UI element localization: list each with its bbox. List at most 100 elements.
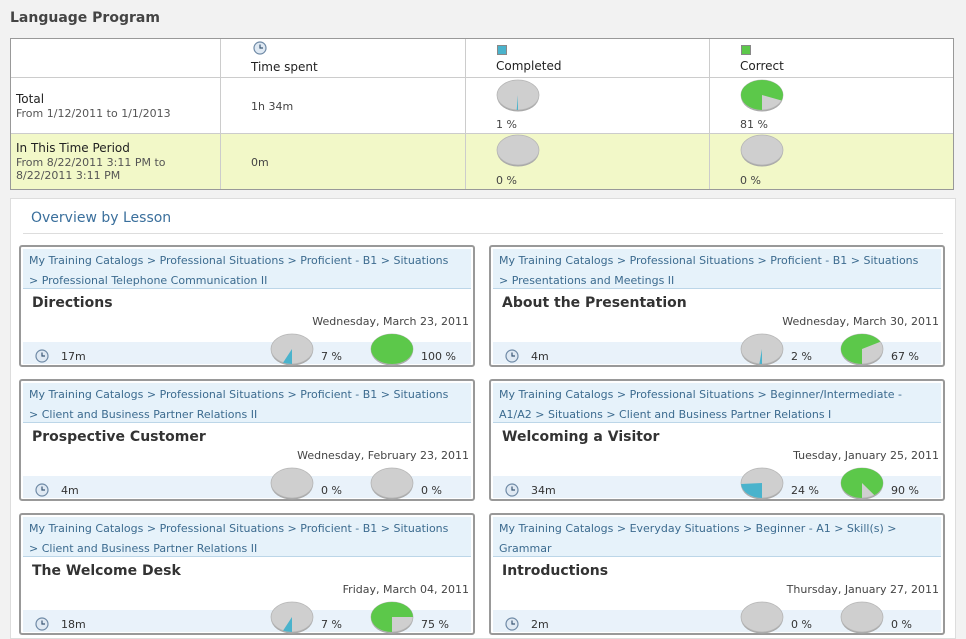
time-spent-header: Time spent <box>251 60 318 74</box>
overview-title: Overview by Lesson <box>31 210 172 226</box>
correct-header: Correct <box>740 59 784 73</box>
correct-pie <box>840 333 884 366</box>
completed-header: Completed <box>496 59 562 73</box>
breadcrumb-link[interactable]: My Training Catalogs > Professional Situ… <box>29 254 449 267</box>
lesson-date: Thursday, January 27, 2011 <box>786 583 939 596</box>
pie-slice <box>741 80 783 110</box>
correct-pie <box>370 333 414 366</box>
breadcrumb-link[interactable]: My Training Catalogs > Professional Situ… <box>499 254 919 267</box>
clock-icon <box>505 483 519 497</box>
breadcrumb-link[interactable]: > Professional Telephone Communication I… <box>29 274 268 287</box>
clock-icon <box>253 41 267 55</box>
breadcrumb: My Training Catalogs > Professional Situ… <box>23 249 471 289</box>
lesson-title[interactable]: Directions <box>32 295 113 311</box>
green-square-icon <box>741 45 751 55</box>
completed-pct: 7 % <box>321 350 342 363</box>
lesson-title[interactable]: The Welcome Desk <box>32 563 181 579</box>
stats-bar <box>493 610 941 632</box>
pie-slice <box>516 95 518 110</box>
total-label: Total <box>16 92 45 106</box>
lesson-card[interactable]: My Training Catalogs > Professional Situ… <box>489 245 945 367</box>
total-completed-pct: 1 % <box>496 118 517 131</box>
breadcrumb-link[interactable]: My Training Catalogs > Everyday Situatio… <box>499 522 897 535</box>
lesson-card[interactable]: My Training Catalogs > Professional Situ… <box>19 245 475 367</box>
clock-icon <box>505 617 519 631</box>
completed-pct: 24 % <box>791 484 819 497</box>
clock-icon <box>35 617 49 631</box>
stats-bar <box>493 342 941 364</box>
pie-slice <box>371 602 413 632</box>
time-spent: 4m <box>531 350 549 363</box>
lesson-date: Friday, March 04, 2011 <box>342 583 469 596</box>
overview-panel: Overview by Lesson My Training Catalogs … <box>10 198 956 639</box>
lesson-card[interactable]: My Training Catalogs > Everyday Situatio… <box>489 513 945 635</box>
pie-slice <box>841 468 883 498</box>
correct-pie <box>370 601 414 634</box>
clock-icon <box>35 483 49 497</box>
lesson-date: Wednesday, February 23, 2011 <box>297 449 469 462</box>
breadcrumb: My Training Catalogs > Professional Situ… <box>493 383 941 423</box>
total-range: From 1/12/2011 to 1/1/2013 <box>16 107 171 120</box>
breadcrumb-link[interactable]: Grammar <box>499 542 552 555</box>
lesson-card[interactable]: My Training Catalogs > Professional Situ… <box>489 379 945 501</box>
breadcrumb-link[interactable]: My Training Catalogs > Professional Situ… <box>29 522 449 535</box>
clock-icon <box>505 349 519 363</box>
correct-pie <box>840 467 884 500</box>
summary-period-row <box>11 134 953 189</box>
correct-pct: 100 % <box>421 350 456 363</box>
completed-pct: 0 % <box>791 618 812 631</box>
breadcrumb-link[interactable]: My Training Catalogs > Professional Situ… <box>499 388 902 401</box>
time-spent: 18m <box>61 618 86 631</box>
time-spent: 34m <box>531 484 556 497</box>
period-range-line2: 8/22/2011 3:11 PM <box>16 169 121 182</box>
completed-pct: 0 % <box>321 484 342 497</box>
breadcrumb: My Training Catalogs > Professional Situ… <box>493 249 941 289</box>
clock-icon <box>35 349 49 363</box>
lesson-date: Tuesday, January 25, 2011 <box>793 449 939 462</box>
period-completed-pie <box>496 134 540 167</box>
lesson-card[interactable]: My Training Catalogs > Professional Situ… <box>19 513 475 635</box>
period-correct-pie <box>740 134 784 167</box>
completed-pie <box>740 467 784 500</box>
completed-pie <box>270 601 314 634</box>
correct-pie <box>370 467 414 500</box>
stats-bar <box>23 476 471 498</box>
completed-pie <box>270 333 314 366</box>
page-title: Language Program <box>10 10 160 26</box>
pie-slice <box>741 483 762 498</box>
lesson-title[interactable]: Introductions <box>502 563 609 579</box>
lesson-date: Wednesday, March 30, 2011 <box>782 315 939 328</box>
breadcrumb-link[interactable]: My Training Catalogs > Professional Situ… <box>29 388 449 401</box>
lesson-date: Wednesday, March 23, 2011 <box>312 315 469 328</box>
pie-slice <box>283 617 292 632</box>
correct-pct: 90 % <box>891 484 919 497</box>
breadcrumb: My Training Catalogs > Professional Situ… <box>23 517 471 557</box>
period-correct-pct: 0 % <box>740 174 761 187</box>
time-spent: 4m <box>61 484 79 497</box>
period-completed-pct: 0 % <box>496 174 517 187</box>
period-range-line1: From 8/22/2011 3:11 PM to <box>16 156 166 169</box>
summary-header-row <box>11 39 953 78</box>
completed-pct: 2 % <box>791 350 812 363</box>
lesson-card[interactable]: My Training Catalogs > Professional Situ… <box>19 379 475 501</box>
stats-bar <box>493 476 941 498</box>
breadcrumb-link[interactable]: > Client and Business Partner Relations … <box>29 542 258 555</box>
correct-pct: 0 % <box>421 484 442 497</box>
total-completed-pie <box>496 79 540 112</box>
breadcrumb-link[interactable]: > Client and Business Partner Relations … <box>29 408 258 421</box>
breadcrumb-link[interactable]: > Presentations and Meetings II <box>499 274 675 287</box>
lesson-title[interactable]: About the Presentation <box>502 295 687 311</box>
pie-slice <box>841 334 881 364</box>
lesson-title[interactable]: Welcoming a Visitor <box>502 429 660 445</box>
correct-pie <box>840 601 884 634</box>
completed-pct: 7 % <box>321 618 342 631</box>
breadcrumb-link[interactable]: A1/A2 > Situations > Client and Business… <box>499 408 832 421</box>
breadcrumb: My Training Catalogs > Everyday Situatio… <box>493 517 941 557</box>
completed-pie <box>270 467 314 500</box>
period-time: 0m <box>251 156 269 169</box>
stats-bar <box>23 342 471 364</box>
correct-pct: 67 % <box>891 350 919 363</box>
lesson-title[interactable]: Prospective Customer <box>32 429 206 445</box>
correct-pct: 75 % <box>421 618 449 631</box>
time-spent: 2m <box>531 618 549 631</box>
